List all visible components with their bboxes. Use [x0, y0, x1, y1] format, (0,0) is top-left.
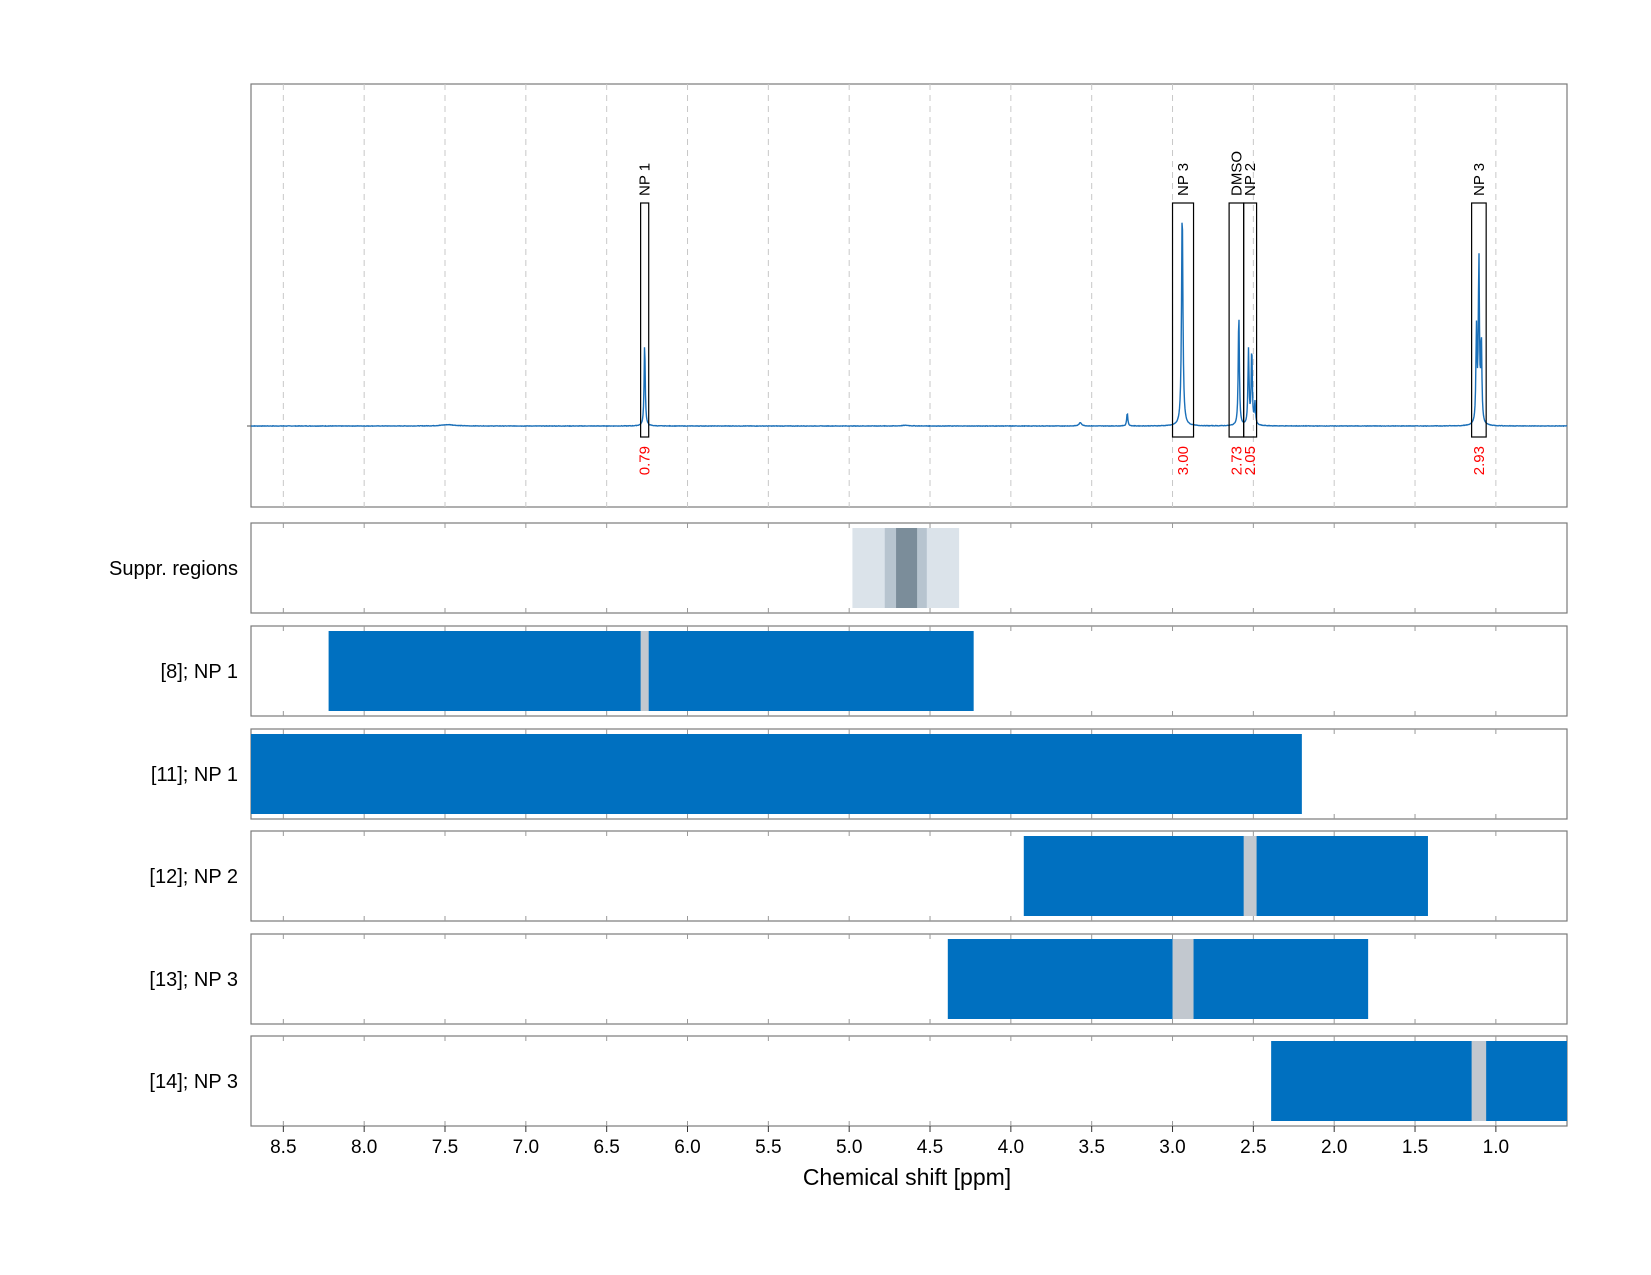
fragment-gap	[1243, 836, 1257, 916]
x-tick-label: 4.5	[917, 1137, 943, 1158]
fragment-rows-panel: Suppr. regions [8]; NP 1 [11]; NP 1 [12]; N…	[109, 522, 1568, 1127]
x-axis-label: Chemical shift [ppm]	[803, 1164, 1011, 1190]
spectrum-line	[251, 222, 1568, 428]
integral-value: 2.73	[1228, 446, 1245, 475]
row-label: [8]; NP 1	[161, 661, 238, 683]
region-box	[640, 202, 650, 438]
x-axis: 8.5 8.0 7.5 7.0 6.5 6.0 5.5 5.0 4.5 4.0 3.5 3.0 2.5 2…	[270, 1126, 1509, 1158]
x-tick-label: 2.5	[1240, 1137, 1266, 1158]
row-label: [12]; NP 2	[149, 866, 238, 888]
spectrum-panel: NP 1 0.79 NP 3 3.00 DMSO 2.73 NP 2 2.05 NP 3 2.93	[247, 83, 1568, 508]
region-label: NP 3	[1471, 163, 1488, 196]
fragment-gap	[1471, 1041, 1487, 1121]
spectrum-frame	[250, 83, 1568, 508]
region-box	[1243, 202, 1258, 438]
fragment-bar	[947, 939, 1369, 1019]
region-label: NP 2	[1242, 163, 1259, 196]
fragment-gap	[640, 631, 649, 711]
integral-value: 2.93	[1471, 446, 1488, 475]
row-label: [13]; NP 3	[149, 969, 238, 991]
region-label: NP 1	[637, 163, 654, 196]
x-tick-label: 5.5	[755, 1137, 781, 1158]
fragment-row-frame	[250, 933, 1568, 1025]
integral-value: 0.79	[637, 446, 654, 475]
x-tick-label: 8.0	[351, 1137, 377, 1158]
x-tick-label: 5.0	[836, 1137, 862, 1158]
x-tick-label: 8.5	[270, 1137, 296, 1158]
x-tick-label: 6.0	[674, 1137, 700, 1158]
x-tick-label: 6.5	[593, 1137, 619, 1158]
suppression-band	[896, 528, 918, 608]
x-tick-label: 1.5	[1402, 1137, 1428, 1158]
x-tick-label: 4.0	[998, 1137, 1024, 1158]
integral-value: 3.00	[1175, 446, 1192, 475]
row-label: [11]; NP 1	[151, 764, 238, 786]
region-label: DMSO	[1228, 151, 1245, 196]
region-label: NP 3	[1175, 163, 1192, 196]
region-box	[1471, 202, 1487, 438]
x-tick-label: 2.0	[1321, 1137, 1347, 1158]
row-label: Suppr. regions	[109, 558, 238, 580]
x-tick-label: 7.5	[432, 1137, 458, 1158]
x-tick-label: 7.0	[513, 1137, 539, 1158]
integral-value: 2.05	[1242, 446, 1259, 475]
row-label: [14]; NP 3	[149, 1071, 238, 1093]
fragment-bar	[1023, 836, 1428, 916]
fragment-bar	[1271, 1041, 1567, 1121]
fragment-bar	[328, 631, 974, 711]
x-tick-label: 1.0	[1483, 1137, 1509, 1158]
fragment-gap	[1172, 939, 1194, 1019]
fragment-bar	[251, 734, 1302, 814]
x-tick-label: 3.5	[1078, 1137, 1104, 1158]
x-tick-label: 3.0	[1159, 1137, 1185, 1158]
region-box	[1171, 202, 1195, 438]
